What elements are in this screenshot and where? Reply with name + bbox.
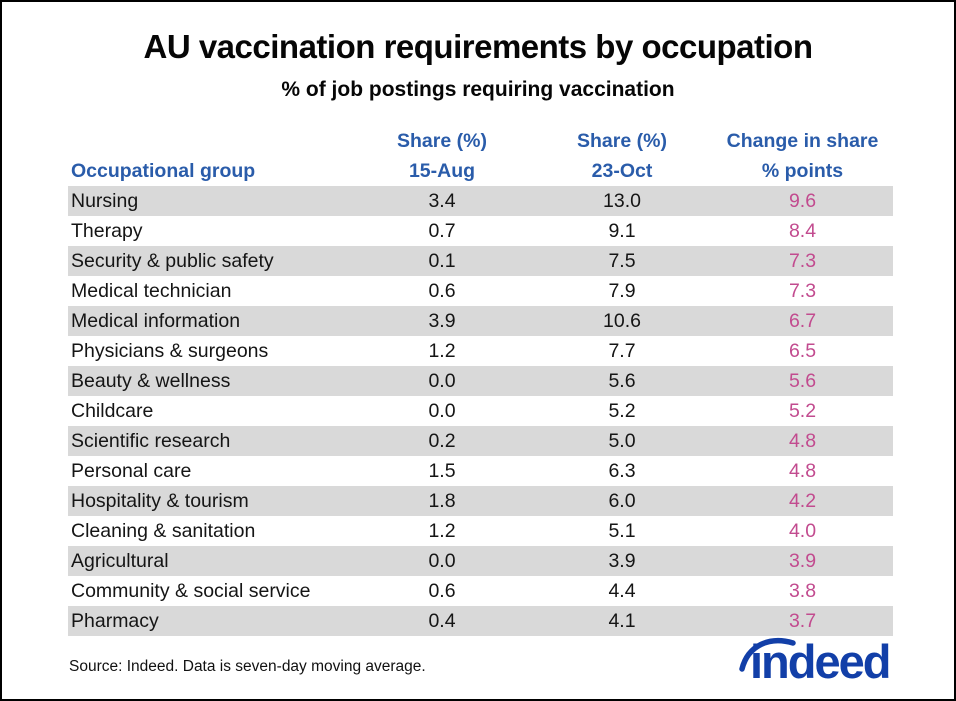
- cell-change: 5.2: [788, 399, 817, 422]
- table-row: Nursing 3.4 13.0 9.6: [68, 186, 893, 216]
- header-empty-cell: [68, 126, 352, 156]
- cell-change: 5.6: [788, 369, 817, 392]
- col-header-share-aug-line1: Share (%): [397, 129, 487, 152]
- cell-occupational-group: Pharmacy: [71, 609, 159, 632]
- table-row: Hospitality & tourism 1.8 6.0 4.2: [68, 486, 893, 516]
- cell-change: 7.3: [788, 279, 817, 302]
- cell-change: 4.0: [788, 519, 817, 542]
- cell-share-oct: 6.3: [608, 459, 636, 482]
- table-row: Beauty & wellness 0.0 5.6 5.6: [68, 366, 893, 396]
- cell-share-oct: 4.4: [608, 579, 636, 602]
- cell-share-aug: 0.0: [428, 369, 456, 392]
- cell-share-oct: 5.6: [608, 369, 636, 392]
- cell-share-oct: 6.0: [608, 489, 636, 512]
- cell-change: 7.3: [788, 249, 817, 272]
- cell-share-oct: 7.9: [608, 279, 636, 302]
- table-row: Therapy 0.7 9.1 8.4: [68, 216, 893, 246]
- cell-share-aug: 1.2: [428, 519, 456, 542]
- cell-change: 4.8: [788, 459, 817, 482]
- table-row: Personal care 1.5 6.3 4.8: [68, 456, 893, 486]
- cell-share-oct: 5.0: [608, 429, 636, 452]
- table-body: Nursing 3.4 13.0 9.6 Therapy 0.7 9.1 8.4 Securit…: [68, 186, 893, 636]
- indeed-logo: indeed: [739, 632, 897, 692]
- cell-occupational-group: Nursing: [71, 189, 139, 212]
- cell-occupational-group: Cleaning & sanitation: [71, 519, 256, 542]
- table-row: Scientific research 0.2 5.0 4.8: [68, 426, 893, 456]
- cell-share-oct: 9.1: [608, 219, 636, 242]
- table-row: Cleaning & sanitation 1.2 5.1 4.0: [68, 516, 893, 546]
- cell-share-oct: 5.1: [608, 519, 636, 542]
- cell-share-oct: 10.6: [603, 309, 641, 332]
- cell-occupational-group: Agricultural: [71, 549, 169, 572]
- cell-share-oct: 5.2: [608, 399, 636, 422]
- cell-change: 8.4: [788, 219, 817, 242]
- cell-change: 6.5: [788, 339, 817, 362]
- table-row: Physicians & surgeons 1.2 7.7 6.5: [68, 336, 893, 366]
- cell-change: 4.2: [788, 489, 817, 512]
- cell-share-aug: 1.5: [428, 459, 456, 482]
- cell-share-oct: 7.7: [608, 339, 636, 362]
- cell-share-aug: 1.2: [428, 339, 456, 362]
- cell-change: 4.8: [788, 429, 817, 452]
- col-header-share-oct-line2: 23-Oct: [591, 159, 653, 182]
- cell-share-aug: 1.8: [428, 489, 456, 512]
- source-note: Source: Indeed. Data is seven-day moving…: [69, 658, 426, 675]
- page-subtitle: % of job postings requiring vaccination: [281, 78, 675, 101]
- header-row-2: Occupational group 15-Aug 23-Oct % point…: [68, 156, 893, 186]
- cell-change: 6.7: [788, 309, 817, 332]
- cell-share-aug: 3.4: [428, 189, 456, 212]
- col-header-change-line2: % points: [761, 159, 844, 182]
- cell-share-aug: 0.4: [428, 609, 456, 632]
- cell-share-aug: 0.2: [428, 429, 456, 452]
- page-title: AU vaccination requirements by occupatio…: [143, 28, 814, 65]
- cell-share-aug: 0.0: [428, 549, 456, 572]
- col-header-occupational-group: Occupational group: [71, 159, 256, 182]
- cell-occupational-group: Physicians & surgeons: [71, 339, 269, 362]
- cell-share-oct: 7.5: [608, 249, 636, 272]
- indeed-logo-text: indeed: [750, 635, 891, 688]
- table-row: Medical information 3.9 10.6 6.7: [68, 306, 893, 336]
- cell-share-oct: 3.9: [608, 549, 636, 572]
- cell-occupational-group: Medical information: [71, 309, 241, 332]
- cell-share-aug: 0.0: [428, 399, 456, 422]
- cell-change: 3.8: [788, 579, 817, 602]
- cell-occupational-group: Hospitality & tourism: [71, 489, 249, 512]
- cell-share-oct: 4.1: [608, 609, 636, 632]
- table-row: Childcare 0.0 5.2 5.2: [68, 396, 893, 426]
- col-header-share-oct-line1: Share (%): [577, 129, 667, 152]
- cell-share-aug: 0.6: [428, 579, 456, 602]
- col-header-share-aug-line2: 15-Aug: [408, 159, 476, 182]
- cell-occupational-group: Childcare: [71, 399, 154, 422]
- cell-share-aug: 3.9: [428, 309, 456, 332]
- cell-change: 3.7: [788, 609, 817, 632]
- table-row: Security & public safety 0.1 7.5 7.3: [68, 246, 893, 276]
- cell-occupational-group: Beauty & wellness: [71, 369, 231, 392]
- table-row: Community & social service 0.6 4.4 3.8: [68, 576, 893, 606]
- cell-share-oct: 13.0: [603, 189, 641, 212]
- cell-share-aug: 0.1: [428, 249, 456, 272]
- cell-occupational-group: Therapy: [71, 219, 143, 242]
- cell-share-aug: 0.6: [428, 279, 456, 302]
- cell-change: 9.6: [788, 189, 817, 212]
- data-table: Share (%) Share (%) Change in share Occu…: [68, 126, 893, 636]
- cell-occupational-group: Medical technician: [71, 279, 232, 302]
- table-header: Share (%) Share (%) Change in share Occu…: [68, 126, 893, 186]
- table-row: Agricultural 0.0 3.9 3.9: [68, 546, 893, 576]
- cell-occupational-group: Community & social service: [71, 579, 311, 602]
- header-row-1: Share (%) Share (%) Change in share: [68, 126, 893, 156]
- cell-share-aug: 0.7: [428, 219, 456, 242]
- col-header-change-line1: Change in share: [726, 129, 879, 152]
- table-row: Pharmacy 0.4 4.1 3.7: [68, 606, 893, 636]
- table-row: Medical technician 0.6 7.9 7.3: [68, 276, 893, 306]
- cell-occupational-group: Personal care: [71, 459, 192, 482]
- cell-occupational-group: Security & public safety: [71, 249, 274, 272]
- cell-change: 3.9: [788, 549, 817, 572]
- cell-occupational-group: Scientific research: [71, 429, 231, 452]
